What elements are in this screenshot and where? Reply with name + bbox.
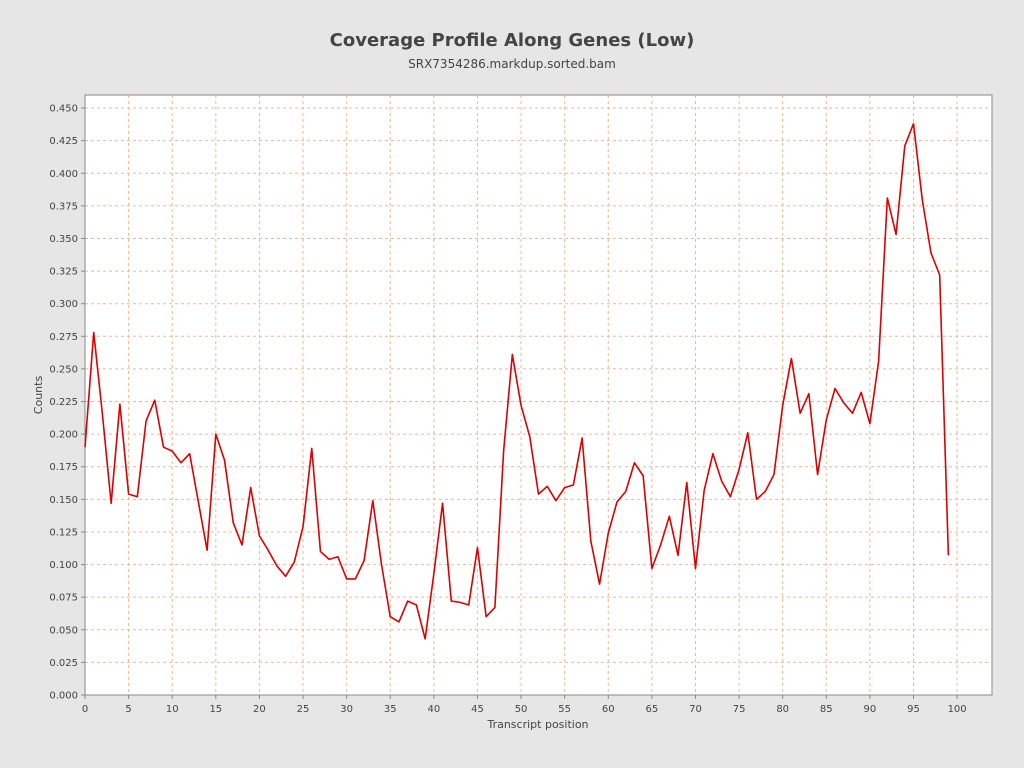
y-tick-label: 0.400 <box>49 169 78 180</box>
x-tick-label: 30 <box>340 704 353 715</box>
x-tick-label: 20 <box>253 704 266 715</box>
x-tick-label: 45 <box>471 704 484 715</box>
x-tick-label: 95 <box>907 704 920 715</box>
x-tick-label: 55 <box>558 704 571 715</box>
x-tick-label: 75 <box>733 704 746 715</box>
x-tick-label: 40 <box>427 704 440 715</box>
y-tick-label: 0.375 <box>49 201 78 212</box>
y-tick-label: 0.200 <box>49 430 78 441</box>
x-tick-label: 80 <box>776 704 789 715</box>
y-tick-label: 0.325 <box>49 267 78 278</box>
x-axis-label: Transcript position <box>486 718 588 731</box>
axes <box>81 95 992 699</box>
y-tick-label: 0.250 <box>49 364 78 375</box>
x-tick-label: 100 <box>948 704 967 715</box>
y-tick-label: 0.125 <box>49 527 78 538</box>
y-tick-label: 0.150 <box>49 495 78 506</box>
x-tick-label: 25 <box>297 704 310 715</box>
y-tick-label: 0.300 <box>49 299 78 310</box>
x-tick-label: 10 <box>166 704 179 715</box>
x-tick-label: 0 <box>82 704 88 715</box>
y-tick-label: 0.050 <box>49 625 78 636</box>
y-tick-label: 0.350 <box>49 234 78 245</box>
x-tick-label: 85 <box>820 704 833 715</box>
y-tick-label: 0.000 <box>49 691 78 702</box>
chart-subtitle: SRX7354286.markdup.sorted.bam <box>408 57 616 71</box>
coverage-series-line <box>84 122 950 640</box>
series-layer <box>84 122 950 640</box>
x-tick-label: 35 <box>384 704 397 715</box>
x-tick-label: 70 <box>689 704 702 715</box>
x-tick-label: 90 <box>864 704 877 715</box>
y-tick-label: 0.075 <box>49 593 78 604</box>
y-tick-label: 0.275 <box>49 332 78 343</box>
y-tick-label: 0.100 <box>49 560 78 571</box>
x-tick-label: 5 <box>125 704 131 715</box>
chart-title: Coverage Profile Along Genes (Low) <box>329 30 695 51</box>
x-tick-label: 50 <box>515 704 528 715</box>
y-tick-label: 0.425 <box>49 136 78 147</box>
y-tick-label: 0.175 <box>49 462 78 473</box>
y-axis-label: Counts <box>32 376 45 415</box>
y-tick-label: 0.225 <box>49 397 78 408</box>
x-tick-label: 15 <box>209 704 222 715</box>
y-tick-label: 0.450 <box>49 104 78 115</box>
y-tick-label: 0.025 <box>49 658 78 669</box>
plot-area <box>84 94 993 696</box>
tick-labels: 0 5 10 15 20 25 30 35 40 45 50 55 60 65 70 75 80 85 90 95 10… <box>49 104 966 715</box>
x-tick-label: 65 <box>646 704 659 715</box>
x-tick-label: 60 <box>602 704 615 715</box>
